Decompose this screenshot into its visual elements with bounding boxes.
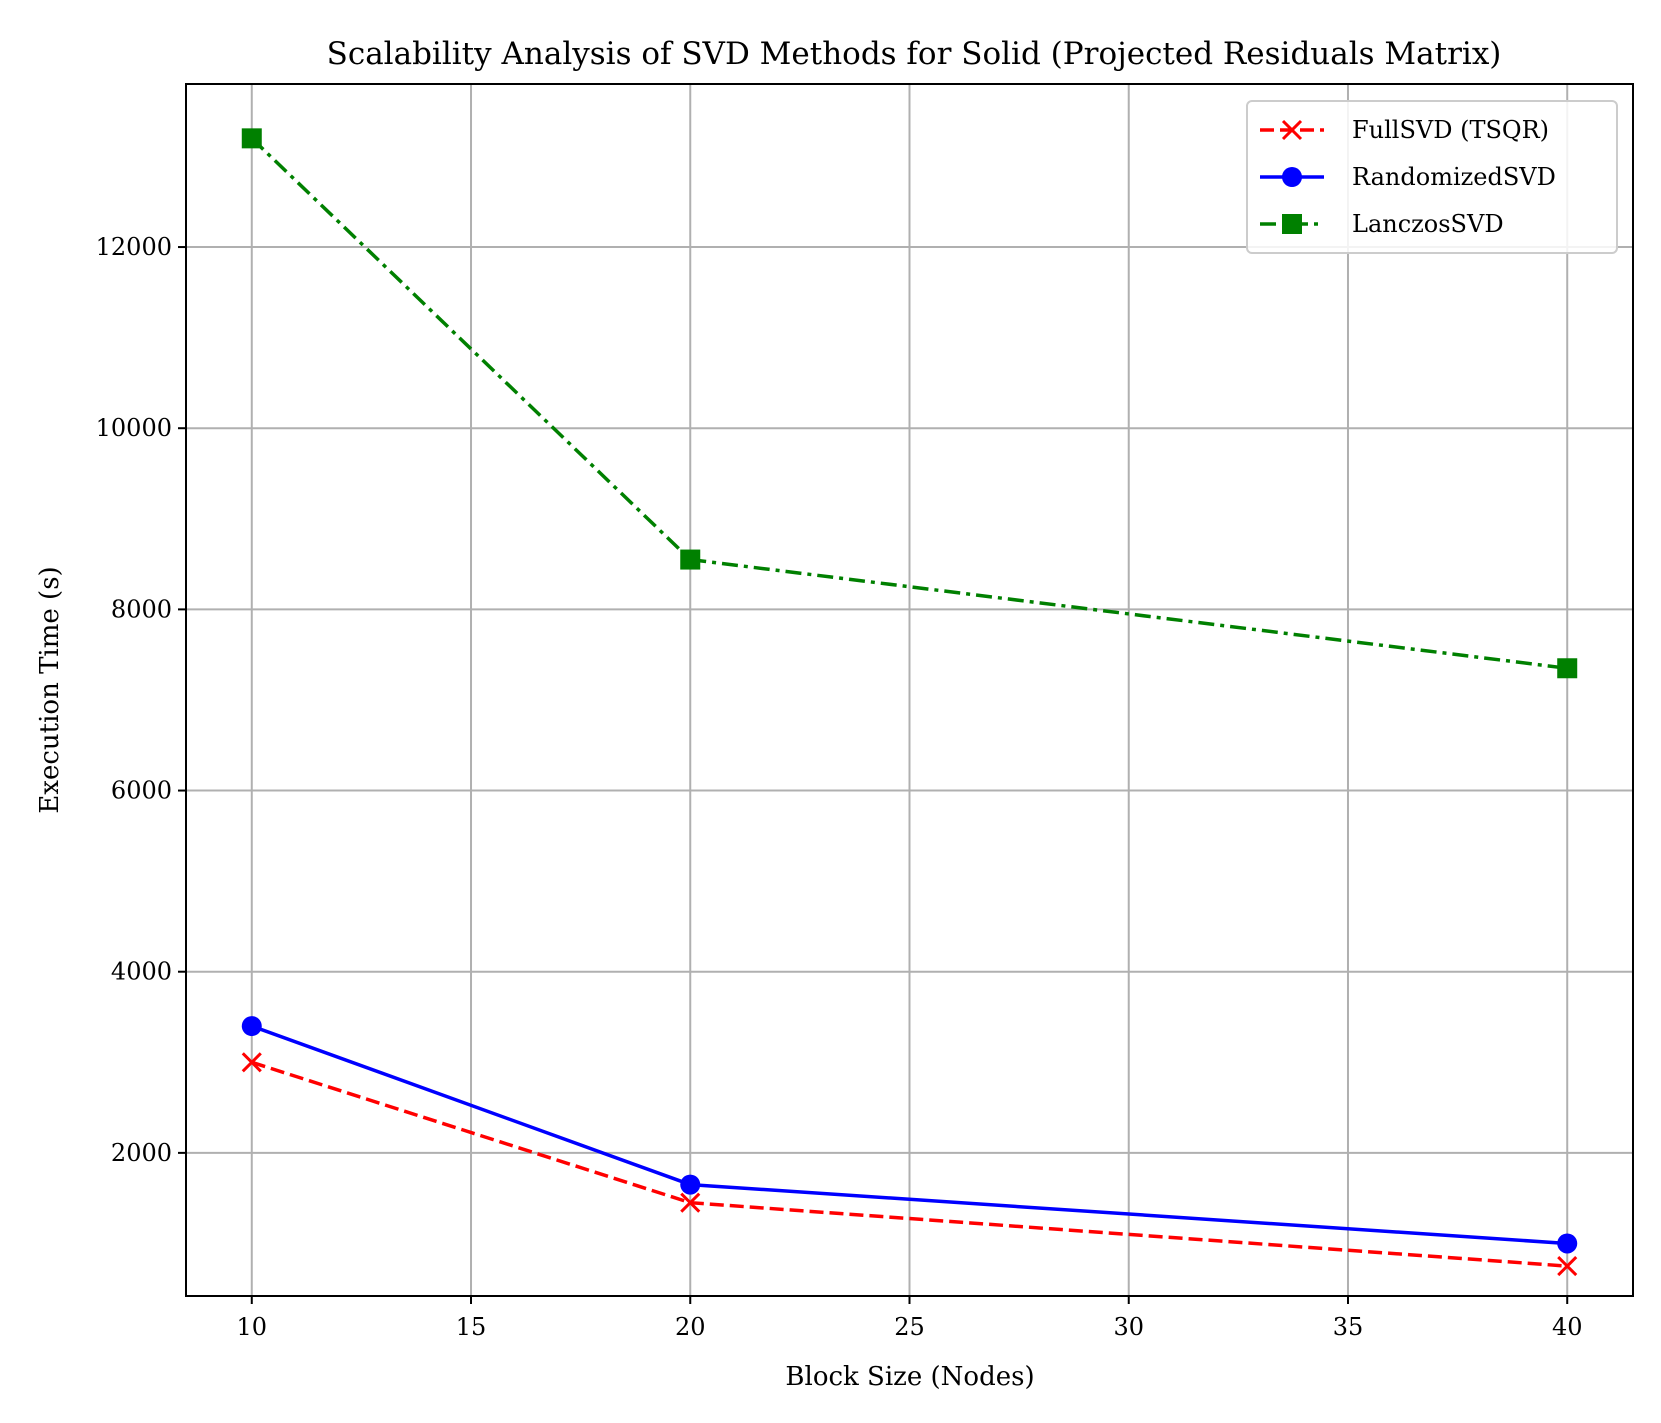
- grid-lines: [186, 84, 1633, 1296]
- data-point-fullsvd-tsqr: [1557, 1256, 1578, 1277]
- data-point-fullsvd-tsqr: [680, 1192, 701, 1213]
- series-markers: [241, 128, 1578, 1277]
- y-axis-ticks: 2000 4000 6000 8000 10000 12000: [96, 233, 186, 1167]
- legend-marker-fullsvd-tsqr: [1281, 119, 1303, 141]
- data-point-randomizedsvd: [680, 1174, 701, 1195]
- legend-label-randomizedsvd: RandomizedSVD: [1352, 163, 1556, 191]
- legend-box: [1246, 100, 1618, 254]
- data-point-lanczossvd: [1557, 658, 1578, 679]
- chart-title: Scalability Analysis of SVD Methods for …: [327, 36, 1502, 72]
- data-point-randomizedsvd: [241, 1016, 262, 1037]
- data-point-fullsvd-tsqr: [241, 1052, 262, 1073]
- data-point-randomizedsvd: [1557, 1233, 1578, 1254]
- y-tick-label: 2000: [111, 1139, 172, 1167]
- x-tick-label: 20: [675, 1313, 706, 1341]
- data-point-lanczossvd: [241, 128, 262, 149]
- y-tick-label: 10000: [96, 414, 172, 442]
- legend-label-lanczossvd: LanczosSVD: [1352, 210, 1504, 238]
- y-tick-label: 8000: [111, 595, 172, 623]
- legend-marker-lanczossvd: [1282, 214, 1302, 234]
- data-point-lanczossvd: [680, 549, 701, 570]
- x-axis-ticks: 10 15 20 25 30 35 40: [236, 1296, 1583, 1341]
- legend: FullSVD (TSQR) RandomizedSVD LanczosSVD: [1246, 100, 1618, 254]
- y-tick-label: 12000: [96, 233, 172, 261]
- y-tick-label: 4000: [111, 958, 172, 986]
- x-tick-label: 25: [894, 1313, 925, 1341]
- y-tick-label: 6000: [111, 777, 172, 805]
- x-tick-label: 10: [236, 1313, 267, 1341]
- legend-label-fullsvd-tsqr: FullSVD (TSQR): [1352, 116, 1549, 144]
- x-tick-label: 15: [456, 1313, 487, 1341]
- legend-marker-randomizedsvd: [1282, 167, 1302, 187]
- x-axis-label: Block Size (Nodes): [785, 1362, 1034, 1392]
- x-tick-label: 30: [1113, 1313, 1144, 1341]
- x-tick-label: 35: [1333, 1313, 1364, 1341]
- y-axis-label: Execution Time (s): [35, 566, 65, 813]
- x-tick-label: 40: [1552, 1313, 1583, 1341]
